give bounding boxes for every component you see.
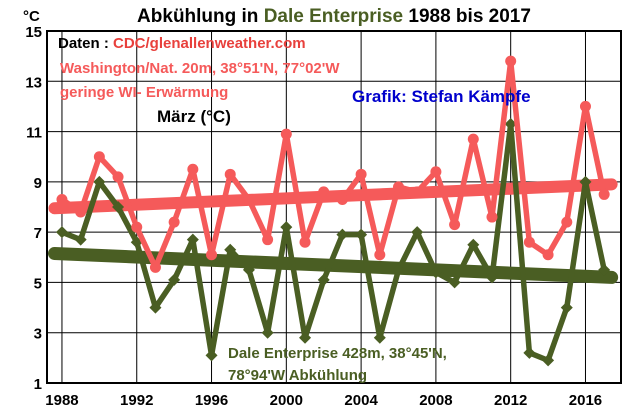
dale-point-2009 [448,276,461,289]
washington-point-2017 [598,188,610,200]
washington-point-2004 [355,168,367,180]
y-tick-label-7: 7 [34,225,42,242]
title-part-0: Abkühlung in [137,6,264,27]
dale-point-2001 [299,331,312,344]
washington-point-2010 [467,133,479,145]
washington-point-1996 [206,249,218,261]
dale-point-2017 [598,263,611,276]
washington-point-1999 [262,234,274,246]
title-part-2: 1988 bis 2017 [403,6,531,27]
x-tick-label-2012: 2012 [494,392,527,409]
washington-point-2002 [318,186,330,198]
dale-point-1990 [93,175,106,188]
washington-point-1993 [149,261,161,273]
x-tick-label-2000: 2000 [270,392,303,409]
y-tick-label-11: 11 [26,125,42,142]
x-tick-label-1996: 1996 [195,392,228,409]
y-tick-label-1: 1 [34,376,42,393]
washington-label-line2: geringe WI- Erwärmung [60,84,228,101]
y-tick-label-9: 9 [34,175,42,192]
dale-point-2012 [504,118,517,131]
dale-point-2007 [411,226,424,239]
y-tick-label-13: 13 [25,74,42,91]
washington-label-line1: Washington/Nat. 20m, 38°51'N, 77°02'W [60,60,340,77]
dale-point-2016 [579,175,592,188]
washington-point-2016 [579,100,591,112]
washington-point-1989 [75,206,87,218]
washington-point-2013 [523,236,535,248]
dale-point-2006 [392,263,405,276]
source-label: Daten : [58,35,113,52]
washington-point-2009 [449,219,461,231]
dale-series-line [60,121,607,364]
x-tick-label-2016: 2016 [569,392,602,409]
y-tick-label-15: 15 [25,24,42,41]
dale-point-2004 [355,228,368,241]
washington-point-2008 [430,166,442,178]
dale-point-1996 [205,349,218,362]
washington-point-2012 [505,55,517,67]
dale-point-2008 [429,266,442,279]
washington-series-line [60,58,607,271]
y-axis-label: °C [23,8,40,25]
dale-point-1994 [168,273,181,286]
washington-point-1994 [168,216,180,228]
plot-frame [46,30,622,384]
washington-point-2000 [280,128,292,140]
x-tick-labels: 1988 1992 1996 2000 2004 2008 2012 2016 [45,392,602,409]
y-tick-label-5: 5 [34,275,42,292]
credit-label: Grafik: Stefan Kämpfe [352,87,531,106]
dale-point-2011 [485,271,498,284]
dale-point-2015 [560,301,573,314]
dale-point-1997 [224,243,237,256]
dale-point-1991 [112,201,125,213]
dale-point-2005 [373,331,386,344]
dale-trend-line [47,247,619,284]
washington-point-1988 [56,193,68,205]
x-tick-label-2004: 2004 [344,392,378,409]
washington-point-1995 [187,163,199,175]
dale-point-1989 [74,233,87,246]
dale-point-2010 [467,238,480,251]
washington-point-1991 [112,171,124,183]
washington-point-1997 [224,168,236,180]
washington-point-2015 [561,216,573,228]
dale-point-2002 [317,273,330,286]
dale-point-2014 [542,354,555,367]
dale-point-1993 [149,301,162,314]
dale-label-line2: 78°94'W Abkühlung [228,367,367,384]
washington-point-2006 [393,181,405,193]
washington-point-2001 [299,236,311,248]
washington-point-1990 [93,151,105,163]
x-tick-label-1988: 1988 [45,392,78,409]
washington-point-2005 [374,249,386,261]
dale-point-2000 [280,221,293,234]
chart-title: Abkühlung in Dale Enterprise 1988 bis 20… [137,6,531,27]
source-annotation: Daten : CDC/glenallenweather.com [58,35,306,52]
dale-label-line1: Dale Enterprise 428m, 38°45'N, [228,345,447,362]
x-tick-label-2008: 2008 [419,392,452,409]
washington-point-2003 [336,193,348,205]
washington-point-1992 [131,221,143,233]
title-part-1: Dale Enterprise [264,6,403,27]
dale-point-2013 [523,346,536,359]
source-value: CDC/glenallenweather.com [113,35,306,52]
dale-point-2003 [336,228,349,241]
washington-point-2014 [542,249,554,261]
x-tick-label-1992: 1992 [120,392,153,409]
y-tick-label-3: 3 [34,326,42,343]
washington-point-2007 [411,186,423,198]
dale-point-1999 [261,326,274,339]
dale-point-1988 [55,226,68,239]
dale-point-1995 [186,233,199,246]
dale-point-1998 [242,263,255,276]
washington-point-1998 [243,193,255,205]
washington-point-2011 [486,211,498,223]
series-layer [47,55,619,367]
month-label: März (°C) [157,107,231,126]
